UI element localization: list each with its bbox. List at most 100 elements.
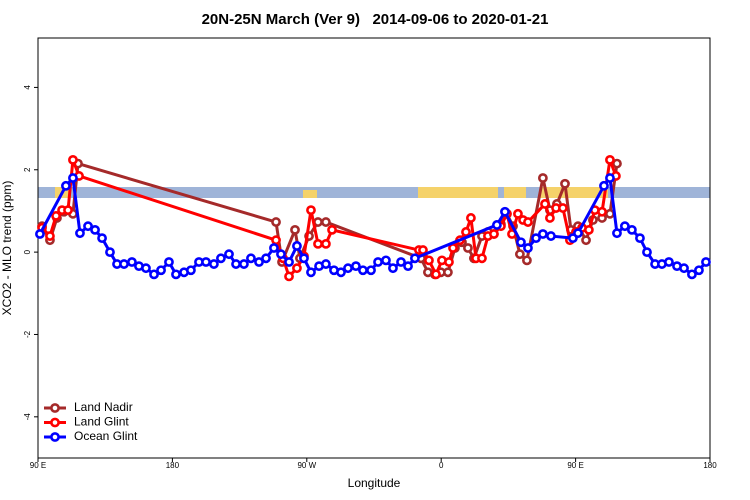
data-point bbox=[186, 265, 196, 276]
data-point bbox=[141, 263, 151, 274]
data-point bbox=[63, 205, 73, 216]
data-point bbox=[271, 235, 281, 246]
data-point bbox=[231, 259, 241, 269]
data-point bbox=[269, 243, 279, 253]
data-point bbox=[599, 180, 609, 191]
data-point bbox=[500, 206, 510, 217]
chart-title: 20N-25N March (Ver 9) 2014-09-06 to 2020… bbox=[202, 11, 549, 28]
data-point bbox=[68, 173, 78, 183]
data-point bbox=[612, 228, 622, 239]
legend-label: Land Glint bbox=[74, 415, 129, 429]
x-tick-label: 90 W bbox=[297, 461, 316, 470]
data-point bbox=[119, 259, 129, 269]
x-tick-label: 0 bbox=[439, 461, 444, 470]
data-point bbox=[463, 243, 473, 253]
data-point bbox=[545, 213, 555, 223]
data-point bbox=[489, 229, 499, 239]
data-point bbox=[261, 253, 271, 264]
data-point bbox=[558, 203, 568, 213]
y-tick-label: 4 bbox=[23, 85, 32, 90]
data-point bbox=[537, 173, 548, 183]
series bbox=[35, 173, 711, 280]
data-point bbox=[51, 210, 61, 221]
data-point bbox=[619, 221, 630, 232]
data-point bbox=[292, 263, 302, 274]
land-strip bbox=[418, 187, 498, 198]
data-point bbox=[105, 247, 115, 258]
land-strip bbox=[504, 187, 526, 198]
data-point bbox=[424, 255, 434, 266]
data-point bbox=[306, 205, 316, 216]
data-point bbox=[396, 257, 406, 267]
land-strip bbox=[540, 187, 608, 198]
data-point bbox=[276, 249, 286, 260]
data-point bbox=[466, 213, 476, 223]
data-point bbox=[239, 259, 249, 269]
y-tick-label: -2 bbox=[23, 330, 32, 338]
data-point bbox=[373, 257, 383, 267]
data-point bbox=[45, 231, 55, 241]
data-point bbox=[581, 235, 591, 246]
data-point bbox=[97, 233, 107, 244]
y-axis-label: XCO2 - MLO trend (ppm) bbox=[0, 181, 14, 316]
data-point bbox=[381, 255, 391, 266]
data-point bbox=[290, 224, 300, 235]
data-point bbox=[514, 249, 525, 260]
data-point bbox=[410, 253, 420, 264]
data-point bbox=[366, 265, 376, 276]
data-point bbox=[299, 253, 309, 264]
data-point bbox=[679, 263, 689, 274]
data-point bbox=[254, 257, 264, 267]
data-point bbox=[61, 180, 71, 191]
legend-marker bbox=[50, 403, 60, 413]
data-point bbox=[605, 173, 615, 183]
legend-label: Ocean Glint bbox=[74, 429, 138, 443]
data-point bbox=[68, 154, 78, 165]
data-point bbox=[292, 241, 302, 251]
data-point bbox=[537, 229, 548, 239]
data-point bbox=[701, 257, 711, 267]
data-point bbox=[284, 271, 294, 282]
data-point bbox=[403, 261, 413, 272]
data-point bbox=[612, 158, 622, 169]
data-point bbox=[201, 257, 211, 267]
data-point bbox=[642, 247, 652, 258]
data-point bbox=[75, 228, 85, 239]
data-point bbox=[321, 238, 331, 249]
data-point bbox=[477, 253, 487, 264]
data-point bbox=[605, 208, 615, 219]
data-point bbox=[560, 178, 570, 189]
data-point bbox=[164, 257, 174, 267]
data-point bbox=[540, 199, 550, 209]
data-point bbox=[635, 233, 645, 244]
data-point bbox=[351, 261, 361, 272]
series bbox=[37, 154, 621, 282]
x-tick-label: 90 E bbox=[30, 461, 46, 470]
data-point bbox=[90, 224, 100, 235]
data-point bbox=[321, 217, 331, 227]
data-point bbox=[694, 265, 704, 276]
data-point bbox=[513, 208, 523, 219]
data-point bbox=[336, 267, 346, 278]
y-tick-label: -4 bbox=[23, 413, 32, 421]
data-point bbox=[605, 154, 615, 165]
x-tick-label: 90 E bbox=[567, 461, 583, 470]
data-point bbox=[209, 259, 219, 269]
legend-marker bbox=[50, 432, 60, 442]
legend-label: Land Nadir bbox=[74, 400, 133, 414]
data-point bbox=[516, 237, 526, 248]
plot-frame bbox=[37, 37, 711, 459]
data-point bbox=[546, 231, 556, 241]
data-point bbox=[664, 257, 674, 267]
data-point bbox=[83, 221, 93, 232]
data-point bbox=[321, 259, 331, 269]
data-point bbox=[284, 257, 294, 267]
land-strip bbox=[303, 190, 317, 198]
x-tick-label: 180 bbox=[166, 461, 180, 470]
data-point bbox=[216, 253, 226, 264]
data-point bbox=[156, 265, 166, 276]
data-point bbox=[443, 267, 453, 278]
data-point bbox=[492, 220, 502, 230]
data-point bbox=[313, 238, 323, 249]
